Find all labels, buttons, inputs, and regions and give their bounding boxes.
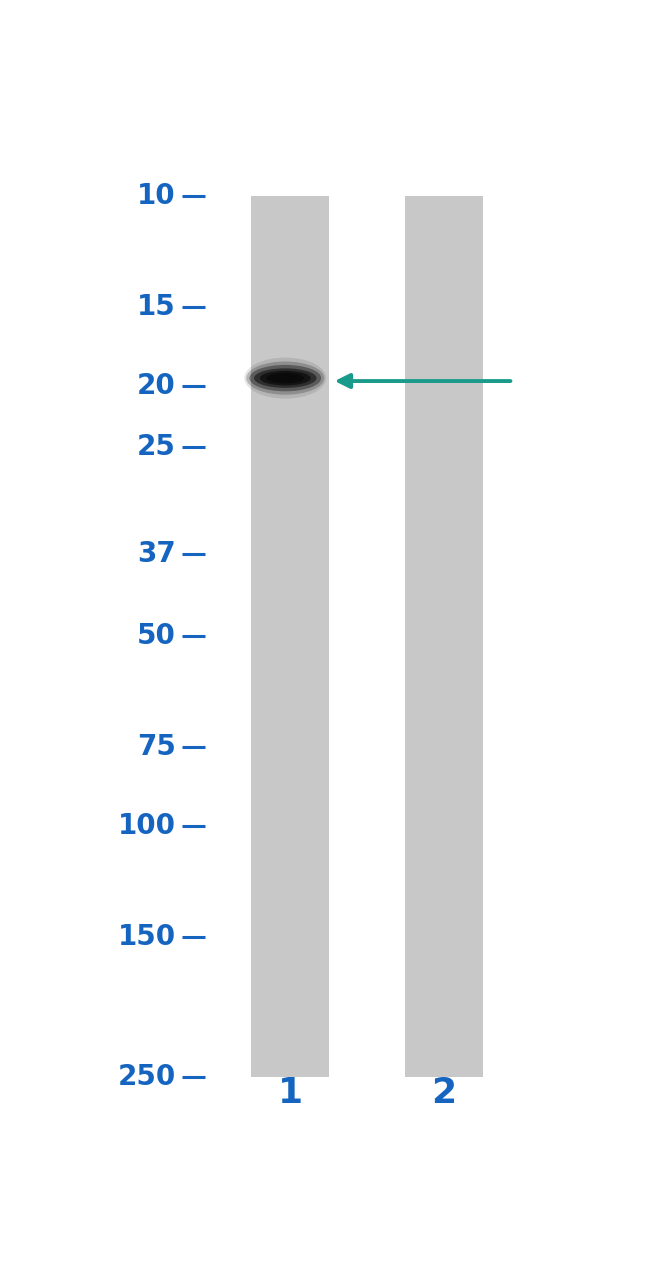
Text: 10: 10 — [137, 183, 176, 211]
Ellipse shape — [246, 362, 324, 395]
Bar — [405, 197, 483, 1077]
Ellipse shape — [250, 364, 321, 391]
Bar — [252, 197, 330, 1077]
Ellipse shape — [244, 358, 326, 399]
Text: 250: 250 — [118, 1063, 176, 1091]
Text: 37: 37 — [137, 540, 176, 568]
Text: 100: 100 — [118, 812, 176, 839]
Text: 150: 150 — [118, 923, 176, 951]
Text: 2: 2 — [432, 1076, 456, 1110]
Ellipse shape — [274, 375, 296, 381]
Ellipse shape — [254, 368, 317, 387]
Ellipse shape — [260, 371, 311, 385]
Text: 75: 75 — [137, 733, 176, 761]
Text: 15: 15 — [137, 293, 176, 321]
Text: 25: 25 — [137, 433, 176, 461]
Text: 20: 20 — [137, 372, 176, 400]
Text: 1: 1 — [278, 1076, 303, 1110]
Text: 50: 50 — [137, 622, 176, 650]
Ellipse shape — [266, 372, 304, 384]
